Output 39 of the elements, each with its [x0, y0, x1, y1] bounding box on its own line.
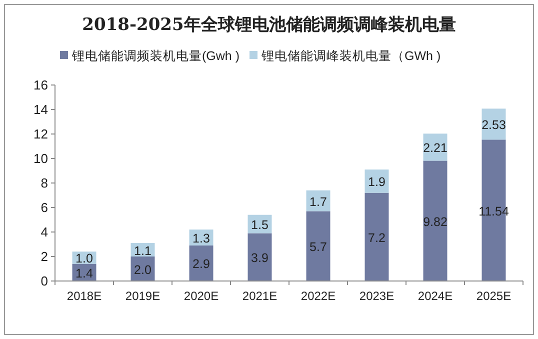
y-tick-label: 6 [40, 200, 48, 215]
x-tick-label: 2020E [184, 289, 219, 303]
data-label: 1.5 [251, 218, 268, 232]
x-tick-label: 2023E [359, 289, 394, 303]
y-tick-label: 8 [40, 176, 48, 190]
data-label: 2.0 [134, 262, 152, 277]
chart-title: 2018-2025年全球锂电池储能调频调峰装机电量 [82, 15, 456, 35]
y-tick-label: 4 [40, 224, 48, 240]
x-tick-label: 2021E [242, 289, 278, 303]
legend-label: 锂电储能调频装机电量(Gwh ) [71, 49, 240, 63]
data-label: 2.53 [482, 118, 506, 132]
y-tick-label: 16 [34, 78, 48, 92]
data-label: 1.9 [368, 175, 386, 190]
x-tick-label: 2019E [125, 289, 160, 303]
data-label: 2.9 [192, 257, 210, 272]
data-label: 5.7 [310, 240, 327, 254]
x-tick-label: 2018E [66, 289, 102, 303]
data-label: 1.1 [134, 244, 152, 258]
data-label: 3.9 [251, 251, 268, 266]
x-tick-label: 2025E [476, 289, 512, 303]
data-label: 1.3 [192, 232, 210, 246]
y-tick-label: 0 [40, 274, 48, 288]
y-tick-label: 12 [34, 126, 48, 142]
y-tick-label: 2 [40, 249, 48, 264]
data-label: 7.2 [368, 230, 386, 245]
y-tick-label: 14 [34, 102, 48, 117]
x-tick-label: 2022E [300, 289, 336, 303]
data-label: 1.7 [310, 194, 327, 209]
bar [306, 211, 330, 281]
bar [364, 192, 389, 281]
data-label: 1.0 [76, 252, 93, 266]
bar [248, 233, 272, 281]
x-tick-label: 2024E [418, 289, 453, 303]
bar [423, 160, 448, 281]
y-tick-label: 10 [34, 151, 48, 166]
legend-label: 锂电储能调峰装机电量（GWh ) [260, 49, 441, 63]
data-label: 9.82 [423, 214, 448, 229]
data-label: 1.4 [76, 266, 93, 280]
data-label: 2.21 [423, 141, 448, 156]
